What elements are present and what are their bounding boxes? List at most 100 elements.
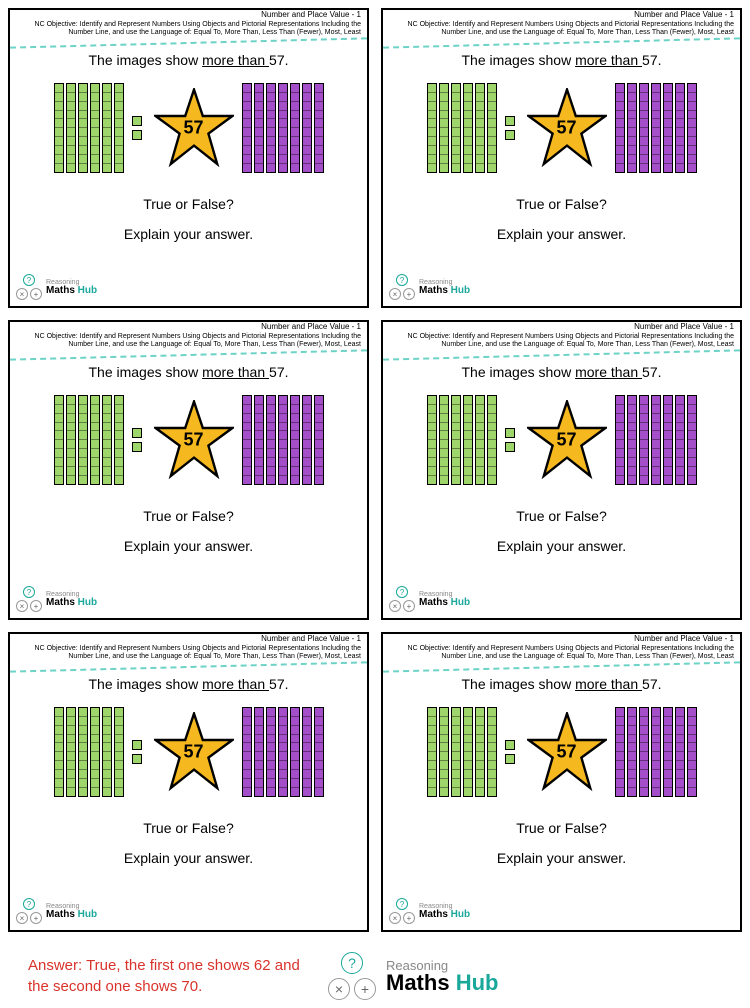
logo-symbol-icon: ? xyxy=(23,898,35,910)
logo-symbol-icon: ? xyxy=(396,274,408,286)
true-false-prompt: True or False? xyxy=(383,196,740,212)
tens-group xyxy=(242,707,324,797)
ten-rod xyxy=(427,395,437,485)
ones-group xyxy=(132,116,142,140)
true-false-prompt: True or False? xyxy=(10,196,367,212)
ten-rod xyxy=(451,395,461,485)
brand-logo-large: ? × + Reasoning Maths Hub xyxy=(328,952,498,1000)
ten-rod xyxy=(639,707,649,797)
ten-rod xyxy=(487,707,497,797)
logo-symbol-icon: × xyxy=(16,600,28,612)
ten-rod xyxy=(314,395,324,485)
logo-symbol-icon: + xyxy=(30,600,42,612)
tens-group xyxy=(242,83,324,173)
tens-group xyxy=(54,83,124,173)
ten-rod xyxy=(651,395,661,485)
ten-rod xyxy=(242,707,252,797)
logo-symbol-icon: × xyxy=(389,912,401,924)
ten-rod xyxy=(290,83,300,173)
topic-label: Number and Place Value - 1 xyxy=(383,322,740,331)
tens-group xyxy=(427,83,497,173)
explain-prompt: Explain your answer. xyxy=(383,226,740,242)
logo-symbol-icon: ? xyxy=(23,274,35,286)
logo-symbol-icon: ? xyxy=(341,952,363,974)
ten-rod xyxy=(278,395,288,485)
question-text: The images show more than 57. xyxy=(10,52,367,68)
ten-rod xyxy=(114,395,124,485)
tens-group xyxy=(242,395,324,485)
topic-label: Number and Place Value - 1 xyxy=(10,10,367,19)
tens-group xyxy=(54,395,124,485)
answer-text: Answer: True, the first one shows 62 and… xyxy=(28,955,308,997)
topic-label: Number and Place Value - 1 xyxy=(10,634,367,643)
ten-rod xyxy=(314,707,324,797)
ten-rod xyxy=(290,707,300,797)
star-number: 57 xyxy=(556,741,576,762)
one-cube xyxy=(505,740,515,750)
question-text: The images show more than 57. xyxy=(383,676,740,692)
ten-rod xyxy=(66,395,76,485)
one-cube xyxy=(505,754,515,764)
logo-symbol-icon: + xyxy=(403,912,415,924)
logo-line2: Maths Hub xyxy=(46,598,97,608)
worksheet-card: Number and Place Value - 1 NC Objective:… xyxy=(381,632,742,932)
star-icon: 57 xyxy=(154,88,234,168)
worksheet-card: Number and Place Value - 1 NC Objective:… xyxy=(8,320,369,620)
visuals-row: 57 xyxy=(10,78,367,178)
objective-text: NC Objective: Identify and Represent Num… xyxy=(383,643,740,662)
ten-rod xyxy=(254,83,264,173)
objective-text: NC Objective: Identify and Represent Num… xyxy=(383,331,740,350)
true-false-prompt: True or False? xyxy=(383,508,740,524)
ten-rod xyxy=(114,83,124,173)
ones-group xyxy=(505,116,515,140)
explain-prompt: Explain your answer. xyxy=(10,538,367,554)
star-number: 57 xyxy=(183,741,203,762)
one-cube xyxy=(132,116,142,126)
logo-symbol-icon: × xyxy=(389,600,401,612)
logo-symbol-icon: ? xyxy=(23,586,35,598)
ten-rod xyxy=(90,83,100,173)
logo-line2: Maths Hub xyxy=(46,286,97,296)
ten-rod xyxy=(78,83,88,173)
logo-symbol-icon: + xyxy=(354,978,376,1000)
ten-rod xyxy=(66,83,76,173)
divider xyxy=(383,661,740,672)
visuals-row: 57 xyxy=(10,702,367,802)
ten-rod xyxy=(266,83,276,173)
star-icon: 57 xyxy=(154,712,234,792)
objective-text: NC Objective: Identify and Represent Num… xyxy=(10,19,367,38)
divider xyxy=(383,37,740,48)
ten-rod xyxy=(54,395,64,485)
ten-rod xyxy=(639,83,649,173)
ten-rod xyxy=(639,395,649,485)
ten-rod xyxy=(487,83,497,173)
ten-rod xyxy=(475,707,485,797)
topic-label: Number and Place Value - 1 xyxy=(10,322,367,331)
ten-rod xyxy=(463,707,473,797)
divider xyxy=(383,349,740,360)
one-cube xyxy=(132,740,142,750)
one-cube xyxy=(505,442,515,452)
ten-rod xyxy=(102,707,112,797)
star-number: 57 xyxy=(556,429,576,450)
tens-group xyxy=(54,707,124,797)
worksheet-card: Number and Place Value - 1 NC Objective:… xyxy=(381,8,742,308)
one-cube xyxy=(132,130,142,140)
one-cube xyxy=(505,428,515,438)
tens-group xyxy=(615,707,697,797)
ten-rod xyxy=(242,395,252,485)
explain-prompt: Explain your answer. xyxy=(10,850,367,866)
ten-rod xyxy=(651,83,661,173)
explain-prompt: Explain your answer. xyxy=(10,226,367,242)
divider xyxy=(10,661,367,672)
explain-prompt: Explain your answer. xyxy=(383,850,740,866)
logo-symbol-icon: + xyxy=(403,288,415,300)
ten-rod xyxy=(102,83,112,173)
one-cube xyxy=(505,116,515,126)
logo-line2: Maths Hub xyxy=(419,910,470,920)
ten-rod xyxy=(663,707,673,797)
objective-text: NC Objective: Identify and Represent Num… xyxy=(383,19,740,38)
star-number: 57 xyxy=(183,429,203,450)
ten-rod xyxy=(663,395,673,485)
worksheet-card: Number and Place Value - 1 NC Objective:… xyxy=(8,8,369,308)
